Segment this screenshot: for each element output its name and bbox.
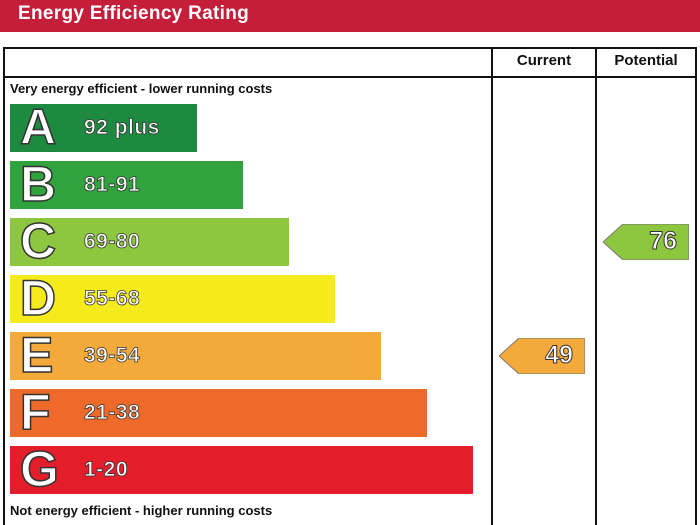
band-letter: B [19,156,57,212]
band-b: B 81-91 [10,156,243,212]
band-g: G 1-20 [10,441,473,497]
current-pointer-arrow [499,338,585,374]
band-range: 39-54 [84,344,141,368]
band-e: E 39-54 [10,327,381,383]
band-range: 55-68 [84,287,141,311]
band-c: C 69-80 [10,213,289,269]
band-d: D 55-68 [10,270,335,326]
top-note: Very energy efficient - lower running co… [10,81,273,96]
potential-column-divider [595,47,597,525]
band-letter: D [19,270,57,326]
band-range: 69-80 [84,230,141,254]
current-header: Current [516,52,572,69]
band-range: 1-20 [84,458,129,482]
header-divider [3,76,697,78]
title-bar: Energy Efficiency Rating [0,0,700,32]
band-range: 21-38 [84,401,141,425]
band-range: 81-91 [84,173,141,197]
bottom-note: Not energy efficient - higher running co… [10,503,273,518]
potential-rating-pointer: 76 [603,224,689,260]
current-rating-pointer: 49 [499,338,585,374]
chart-title: Energy Efficiency Rating [18,3,250,24]
band-letter: E [19,327,54,383]
potential-rating-value: 76 [649,227,678,256]
current-rating-value: 49 [545,341,574,370]
band-f: F 21-38 [10,384,427,440]
band-letter: C [19,213,57,269]
current-column-divider [491,47,493,525]
band-letter: F [19,384,51,440]
band-a: A 92 plus [10,99,197,155]
band-letter: G [19,441,59,497]
band-range: 92 plus [84,116,160,140]
potential-header: Potential [614,52,678,69]
potential-pointer-arrow [603,224,689,260]
rating-table [3,47,697,525]
band-letter: A [19,99,57,155]
